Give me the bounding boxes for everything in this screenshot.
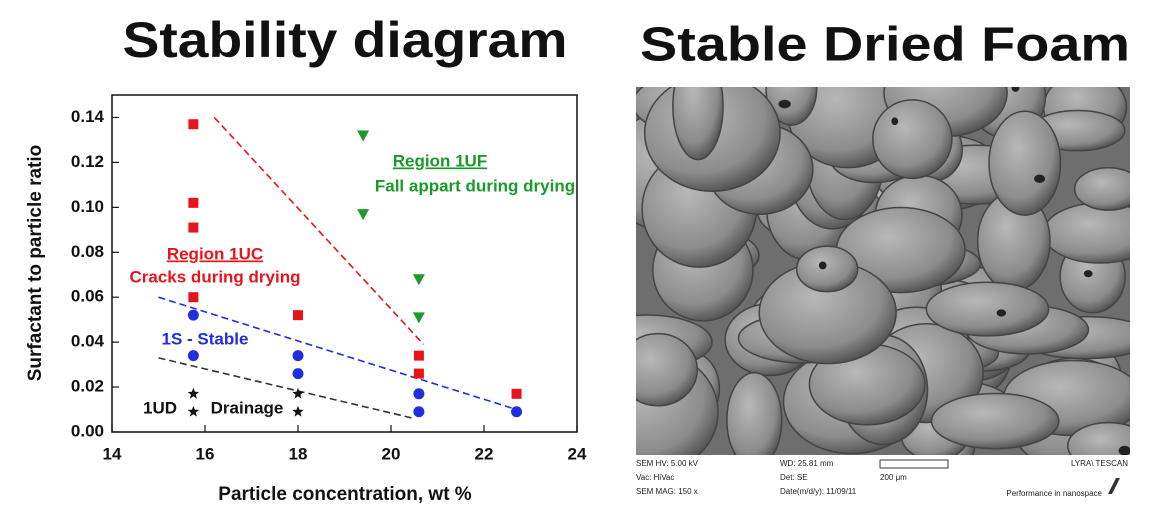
foam-cell (925, 281, 1050, 337)
y-tick-label: 0.12 (71, 152, 104, 171)
foam-cell (636, 332, 699, 407)
point (188, 197, 199, 208)
point (187, 405, 200, 417)
point (357, 209, 370, 221)
point (413, 388, 425, 400)
point (413, 368, 424, 379)
boundary-line (213, 116, 425, 345)
y-tick-label: 0.08 (71, 242, 104, 261)
point (187, 309, 199, 321)
annotation: Drainage (211, 398, 284, 417)
point (511, 388, 522, 399)
point (188, 222, 199, 233)
foam-cell (795, 245, 859, 293)
annotation: Region 1UC (167, 244, 263, 263)
sem-image (636, 87, 1130, 455)
x-tick-label: 14 (103, 444, 122, 463)
pore (1083, 270, 1093, 278)
y-tick-label: 0.04 (71, 332, 105, 351)
annotation: 1S - Stable (162, 329, 249, 348)
foam-cell (1042, 202, 1130, 264)
image-title: Stable Dried Foam (640, 19, 1130, 72)
y-tick-label: 0.00 (71, 421, 104, 440)
point (292, 350, 304, 362)
chart-title: Stability diagram (123, 12, 568, 68)
pore (1034, 174, 1046, 183)
y-axis-label: Surfactant to particle ratio (25, 145, 46, 382)
point (292, 368, 304, 380)
y-tick-label: 0.10 (71, 197, 104, 216)
pore (818, 261, 827, 270)
x-tick-label: 24 (568, 444, 587, 463)
image-info: LYRA\ TESCAN (1071, 459, 1128, 468)
scale-bar (879, 459, 949, 469)
annotation: Cracks during drying (130, 267, 301, 286)
foam-cell (872, 99, 953, 180)
foam-cell (726, 371, 783, 455)
point (187, 387, 200, 399)
point (188, 119, 199, 130)
image-info: Det: SE (780, 473, 808, 482)
point (293, 310, 303, 321)
annotation: Region 1UF (393, 151, 487, 170)
boundary-line (158, 357, 415, 420)
y-tick-label: 0.02 (71, 377, 104, 396)
point (292, 405, 304, 417)
point (412, 274, 425, 286)
point (413, 350, 424, 361)
y-tick-label: 0.14 (71, 107, 105, 126)
image-info: Date(m/d/y): 11/09/11 (780, 487, 857, 496)
foam-cell (672, 87, 724, 161)
x-tick-label: 22 (475, 444, 494, 463)
point (187, 350, 199, 362)
annotation: Fall appart during drying (375, 176, 575, 195)
x-axis-label: Particle concentration, wt % (218, 484, 471, 505)
plot: 14 16 18 20 22 24 0.00 0.02 0.04 0.06 0.08 0.10 0.12… (71, 94, 587, 463)
foam-cell (765, 87, 818, 126)
image-info: Performance in nanospace (1006, 489, 1102, 498)
point (511, 406, 523, 418)
pore (891, 117, 899, 126)
image-info: SEM HV: 5.00 kV (636, 459, 699, 468)
pore (778, 99, 791, 109)
image-info: WD: 25.81 mm (780, 459, 834, 468)
pore (996, 309, 1007, 317)
image-info: SEM MAG: 150 x (636, 487, 698, 496)
boundary-line (158, 296, 517, 411)
foam-cell (1067, 421, 1130, 455)
pore (1118, 445, 1130, 455)
pore (1011, 87, 1020, 92)
y-tick-label: 0.06 (71, 287, 104, 306)
point (357, 130, 370, 142)
point (292, 387, 304, 399)
plot-frame (111, 94, 578, 433)
point (412, 312, 425, 324)
x-tick-label: 16 (196, 444, 215, 463)
image-info: 200 μm (880, 473, 907, 482)
x-tick-label: 20 (382, 444, 401, 463)
x-tick-label: 18 (289, 444, 308, 463)
point (188, 292, 199, 303)
logo (1108, 478, 1120, 494)
foam-cell (930, 392, 1060, 450)
foam-cell (988, 110, 1062, 216)
image-info: Vac: HiVac (636, 473, 674, 482)
annotation: 1UD (143, 398, 177, 417)
point (413, 406, 425, 418)
foam-cell (1073, 167, 1130, 211)
